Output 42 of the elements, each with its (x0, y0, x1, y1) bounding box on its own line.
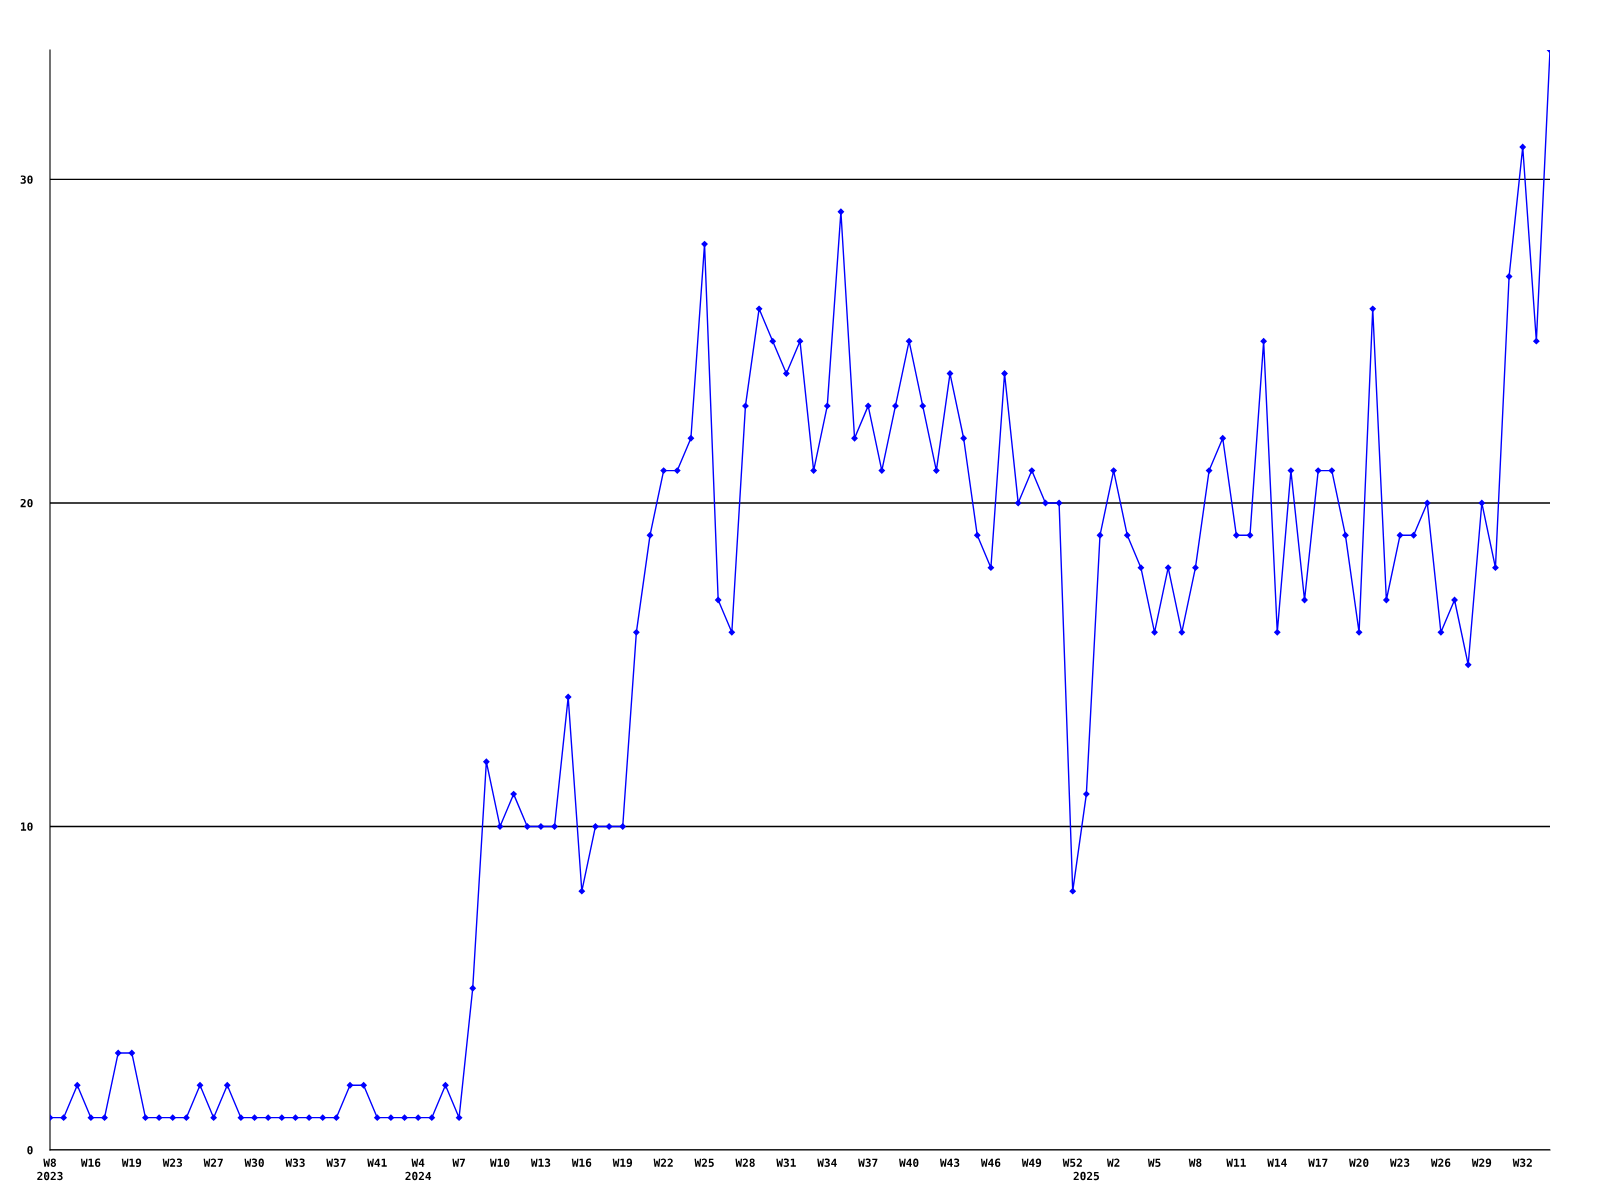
x-tick-label: W37 (326, 1158, 346, 1167)
x-tick-label: W34 (817, 1158, 837, 1167)
x-tick-label: W13 (530, 1158, 551, 1167)
x-tick-label: W7 (452, 1158, 465, 1167)
x-tick-label: W5 (1147, 1158, 1161, 1167)
x-tick-label: W46 (980, 1158, 1001, 1167)
x-tick-label: 2025 (1073, 1171, 1099, 1181)
x-tick-label: W23 (1389, 1158, 1410, 1167)
y-tick-label: 0 (27, 1145, 33, 1155)
x-tick-label: W25 (694, 1158, 714, 1167)
x-tick-label: W16 (571, 1158, 592, 1167)
x-tick-label: W10 (489, 1158, 510, 1167)
x-tick-label: W19 (612, 1158, 633, 1167)
x-tick-label: W43 (939, 1158, 960, 1167)
x-tick-label: W29 (1471, 1158, 1492, 1167)
x-tick-label: W49 (1021, 1158, 1042, 1167)
x-tick-label: W28 (735, 1158, 755, 1167)
x-tick-label: W19 (121, 1158, 142, 1167)
x-tick-label: W30 (244, 1158, 264, 1167)
x-tick-label: W17 (1308, 1158, 1328, 1167)
x-tick-label: W22 (653, 1158, 673, 1167)
x-tick-label: W33 (285, 1158, 305, 1167)
x-tick-label: W2 (1106, 1158, 1120, 1167)
x-tick-label: W16 (80, 1158, 101, 1167)
x-tick-label: W40 (899, 1158, 919, 1167)
x-tick-label: W32 (1512, 1158, 1532, 1167)
x-tick-label: W20 (1349, 1158, 1369, 1167)
x-tick-label: W26 (1430, 1158, 1451, 1167)
y-tick-label: 20 (20, 498, 33, 508)
x-tick-label: W4 2024 (405, 1158, 432, 1181)
x-tick-label: W8 (1188, 1158, 1202, 1167)
x-tick-label: W52 (1062, 1158, 1082, 1167)
x-tick-label: W11 (1226, 1158, 1246, 1167)
x-tick-label: W37 (858, 1158, 878, 1167)
x-tick-label: W14 (1267, 1158, 1287, 1167)
y-tick-label: 10 (20, 822, 33, 831)
x-tick-label: W27 (203, 1158, 223, 1167)
x-tick-label: W8 2023 (37, 1158, 63, 1181)
y-tick-label: 30 (20, 175, 33, 184)
x-tick-label: W23 (162, 1158, 183, 1167)
x-tick-label: W41 (367, 1158, 387, 1167)
x-tick-label: W31 (776, 1158, 796, 1167)
